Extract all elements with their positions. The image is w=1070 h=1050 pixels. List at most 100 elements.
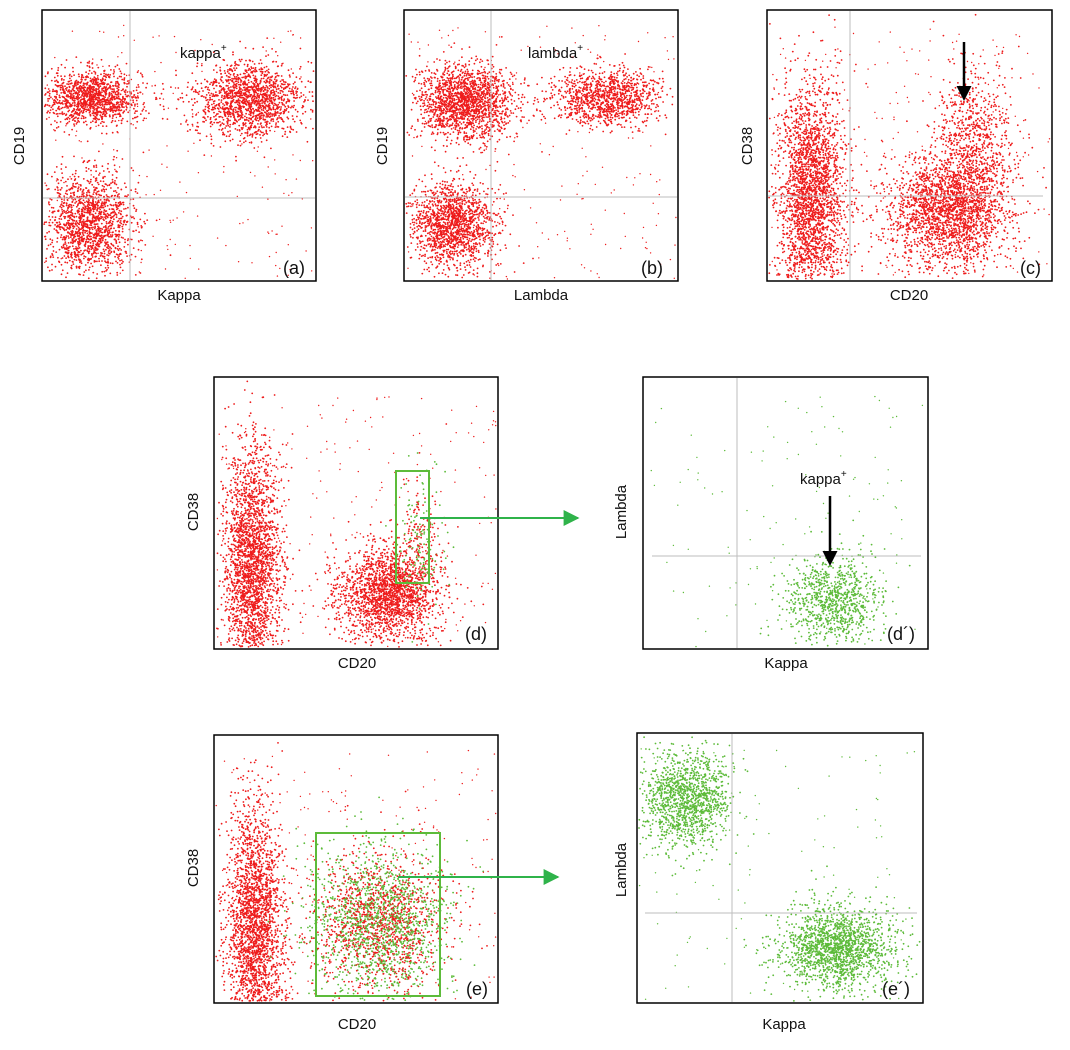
event-dot [300, 122, 303, 125]
event-dot [61, 112, 63, 115]
event-dot [280, 118, 283, 121]
event-dot [247, 86, 249, 89]
event-dot [101, 100, 104, 103]
event-dot [52, 245, 55, 248]
event-dot [83, 121, 85, 124]
event-dot [250, 67, 253, 70]
event-dot [260, 114, 262, 117]
event-dot [239, 99, 241, 102]
event-dot [240, 132, 243, 135]
event-dot [121, 215, 124, 218]
event-dot [64, 224, 67, 227]
event-dot [101, 79, 104, 82]
event-dot [153, 92, 156, 94]
event-dot [97, 252, 99, 254]
event-dot [114, 246, 117, 249]
event-dot [133, 39, 135, 41]
event-dot [238, 86, 241, 88]
event-dot [174, 243, 176, 246]
event-dot [111, 95, 114, 97]
event-dot [88, 226, 91, 229]
event-dot [111, 88, 114, 91]
event-dot [241, 83, 244, 85]
event-dot [107, 196, 110, 198]
event-dot [244, 132, 247, 134]
event-dot [272, 96, 275, 99]
event-dot [67, 224, 70, 227]
event-dot [106, 264, 109, 267]
event-dot [75, 220, 78, 222]
event-dot [61, 101, 63, 104]
event-dot [226, 64, 229, 67]
event-dot [133, 107, 135, 110]
event-dot [118, 234, 121, 236]
event-dot [227, 78, 230, 81]
event-dot [280, 64, 283, 67]
event-dot [115, 85, 117, 88]
event-dot [208, 107, 210, 110]
event-dot [202, 90, 204, 92]
event-dot [243, 123, 246, 126]
event-dot [242, 81, 245, 83]
event-dot [66, 189, 68, 192]
panel-a-ylabel: CD19 [11, 127, 28, 165]
event-dot [269, 98, 271, 100]
event-dot [103, 255, 106, 258]
event-dot [219, 91, 222, 93]
event-dot [112, 103, 115, 106]
event-dot [90, 224, 93, 227]
event-dot [75, 108, 78, 111]
event-dot [65, 236, 67, 239]
event-dot [66, 261, 69, 264]
event-dot [78, 247, 81, 249]
event-dot [77, 95, 79, 98]
event-dot [169, 254, 172, 257]
event-dot [541, 151, 543, 153]
event-dot [252, 67, 255, 69]
event-dot [255, 133, 258, 136]
event-dot [100, 82, 102, 85]
event-dot [68, 95, 70, 98]
event-dot [226, 80, 228, 83]
event-dot [277, 117, 279, 119]
event-dot [73, 74, 75, 76]
event-dot [159, 97, 161, 100]
event-dot [246, 96, 249, 98]
event-dot [107, 225, 110, 228]
event-dot [60, 187, 63, 189]
event-dot [263, 126, 265, 129]
event-dot [79, 89, 82, 92]
event-dot [135, 99, 138, 102]
event-dot [136, 71, 139, 74]
event-dot [68, 80, 71, 83]
event-dot [72, 184, 74, 186]
event-dot [224, 140, 227, 143]
event-dot [95, 237, 98, 240]
event-dot [104, 175, 106, 178]
event-dot [111, 174, 114, 176]
event-dot [55, 127, 58, 129]
event-dot [105, 132, 108, 135]
event-dot [68, 120, 71, 123]
event-dot [281, 120, 284, 122]
event-dot [113, 155, 115, 158]
event-dot [161, 117, 164, 120]
event-dot [63, 211, 66, 214]
event-dot [280, 86, 283, 89]
event-dot [142, 93, 144, 95]
event-dot [247, 75, 250, 78]
event-dot [98, 93, 100, 96]
event-dot [274, 159, 276, 161]
event-dot [115, 239, 117, 242]
event-dot [70, 207, 73, 209]
event-dot [237, 119, 240, 121]
event-dot [47, 100, 49, 102]
event-dot [80, 223, 83, 225]
event-dot [259, 137, 262, 139]
event-dot [54, 224, 56, 226]
event-dot [108, 65, 111, 67]
event-dot [287, 117, 290, 120]
event-dot [151, 85, 153, 87]
event-dot [56, 72, 59, 75]
event-dot [272, 108, 275, 111]
